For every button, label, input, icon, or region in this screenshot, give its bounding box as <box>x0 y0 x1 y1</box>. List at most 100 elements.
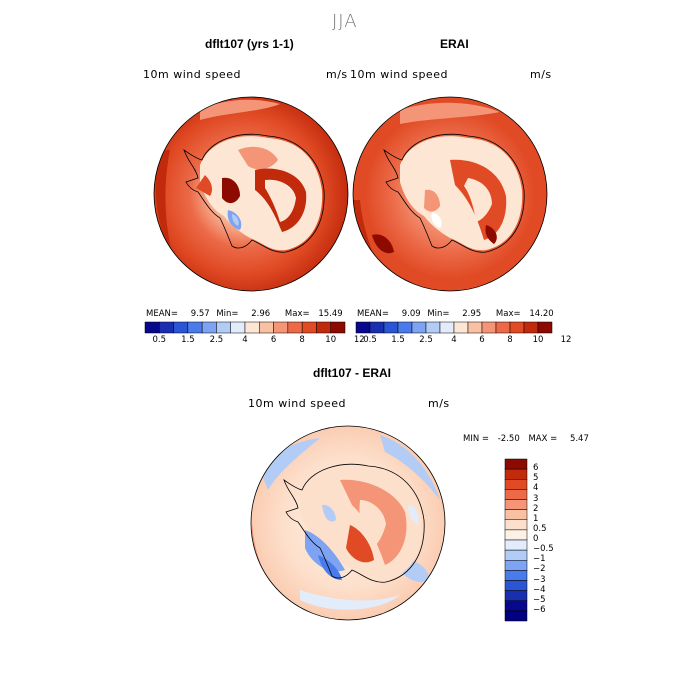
panel-1-max-label: Max= <box>284 309 310 319</box>
colorbar-diff-box <box>504 529 528 541</box>
colorbar-1-box <box>173 321 189 334</box>
colorbar-diff-tick-label: 2 <box>533 503 539 514</box>
colorbar-diff-tick-label: 3 <box>533 493 539 504</box>
colorbar-2-box <box>425 321 441 334</box>
colorbar-diff-box <box>504 458 528 470</box>
colorbar-1-tick-label: 12 <box>353 335 365 345</box>
colorbar-diff-box <box>504 560 528 571</box>
colorbar-2-box <box>467 321 483 334</box>
colorbar-diff-tick-label: 6 <box>533 463 539 474</box>
colorbar-2-tick-label: 12 <box>560 335 572 345</box>
colorbar-2-tick-label: 4 <box>451 335 457 345</box>
panel-1-title: dflt107 (yrs 1-1) <box>205 37 294 51</box>
colorbar-2-box <box>453 321 469 334</box>
colorbar-1-tick-label: 4 <box>242 335 248 345</box>
colorbar-diff-tick-label: −2 <box>533 564 546 575</box>
colorbar-2 <box>355 321 553 334</box>
colorbar-1-box <box>287 321 303 334</box>
panel-1-mean-label: MEAN= <box>146 309 178 319</box>
figure-title: JJA <box>332 11 358 32</box>
colorbar-2-box <box>509 321 525 334</box>
colorbar-2-box <box>481 321 497 334</box>
colorbar-1-box <box>187 321 203 334</box>
panel-3-variable: 10m wind speed <box>248 397 346 410</box>
panel-2-max-label: Max= <box>495 309 521 319</box>
colorbar-2-box <box>397 321 413 334</box>
panel-1-stats: MEAN= 9.57 Min= 2.96 Max= 15.49 <box>146 309 343 319</box>
colorbar-diff-box <box>504 580 528 591</box>
colorbar-2-box <box>369 321 385 334</box>
colorbar-diff-box <box>504 509 528 520</box>
panel-2-variable: 10m wind speed <box>350 68 448 81</box>
colorbar-1-tick-label: 6 <box>270 335 277 345</box>
colorbar-diff-tick-label: 5 <box>533 473 539 484</box>
colorbar-1-box <box>216 321 231 334</box>
colorbar-1-tick-label: 0.5 <box>152 335 167 345</box>
colorbar-diff-tick-label: 0 <box>533 534 539 544</box>
colorbar-diff-box <box>504 539 528 551</box>
colorbar-1-tick-label: 1.5 <box>181 335 195 345</box>
colorbar-diff <box>504 458 528 622</box>
panel-3-min: -2.50 <box>497 434 520 444</box>
colorbar-2-box <box>537 321 553 334</box>
panel-1-min-label: Min= <box>216 309 239 319</box>
colorbar-diff-box <box>504 600 528 612</box>
colorbar-diff-box <box>504 468 528 480</box>
colorbar-1-box <box>273 321 289 334</box>
colorbar-2-box <box>495 321 511 334</box>
panel-2-min-label: Min= <box>427 309 450 319</box>
colorbar-diff-tick-label: −6 <box>533 604 546 615</box>
panel-1-min: 2.96 <box>251 309 271 319</box>
colorbar-1-box <box>244 321 260 334</box>
colorbar-1-tick-label: 2.5 <box>209 335 224 345</box>
colorbar-diff-box <box>504 570 528 581</box>
panel-1-variable: 10m wind speed <box>143 68 241 81</box>
colorbar-1-tick-label: 8 <box>299 335 305 345</box>
colorbar-2-box <box>523 321 539 334</box>
panel-3-title: dflt107 - ERAI <box>313 366 392 380</box>
colorbar-diff-tick-label: −3 <box>533 574 546 585</box>
colorbar-2-tick-label: 8 <box>507 335 513 345</box>
panel-2-units: m/s <box>530 68 552 81</box>
colorbar-1-box <box>144 321 160 334</box>
colorbar-2-box <box>439 321 455 334</box>
panel-2-stats: MEAN= 9.09 Min= 2.95 Max= 14.20 <box>357 309 554 319</box>
colorbar-2-tick-label: 10 <box>532 335 544 345</box>
colorbar-diff-box <box>504 590 528 601</box>
panel-1-units: m/s <box>326 68 348 81</box>
colorbar-diff-box <box>504 499 528 510</box>
panel-2-min: 2.95 <box>462 309 482 319</box>
panel-2-mean: 9.09 <box>401 309 421 319</box>
colorbar-diff-box <box>504 549 528 561</box>
colorbar-diff-tick-label: −0.5 <box>533 544 554 555</box>
colorbar-diff-box <box>504 489 528 500</box>
panel-1-max: 15.49 <box>318 309 343 319</box>
colorbar-diff-tick-label: 1 <box>533 513 539 524</box>
panel-2-map <box>352 96 548 292</box>
colorbar-1-box <box>316 321 331 334</box>
colorbar-diff-box <box>504 479 528 490</box>
colorbar-diff-tick-label: −1 <box>533 554 546 565</box>
colorbar-diff-box <box>504 519 528 531</box>
panel-1-mean: 9.57 <box>190 309 210 319</box>
colorbar-2-box <box>355 321 371 334</box>
colorbar-diff-tick-label: −5 <box>533 594 546 605</box>
colorbar-1 <box>144 321 346 334</box>
colorbar-1-box <box>159 321 174 334</box>
colorbar-1-box <box>201 321 217 334</box>
colorbar-2-box <box>411 321 427 334</box>
panel-2-title: ERAI <box>440 37 469 51</box>
panel-3-max: 5.47 <box>569 434 589 444</box>
colorbar-1-box <box>230 321 246 334</box>
colorbar-diff-tick-label: 0.5 <box>533 523 547 534</box>
colorbar-diff-box <box>504 610 528 622</box>
colorbar-diff-tick-label: 4 <box>533 483 539 494</box>
colorbar-1-tick-label: 10 <box>325 335 337 345</box>
panel-3-map <box>250 425 446 621</box>
colorbar-2-tick-label: 6 <box>479 335 485 345</box>
colorbar-2-tick-label: 0.5 <box>363 335 377 345</box>
colorbar-diff-tick-label: −4 <box>533 584 546 595</box>
colorbar-1-box <box>330 321 346 334</box>
panel-2-max: 14.20 <box>529 309 554 319</box>
